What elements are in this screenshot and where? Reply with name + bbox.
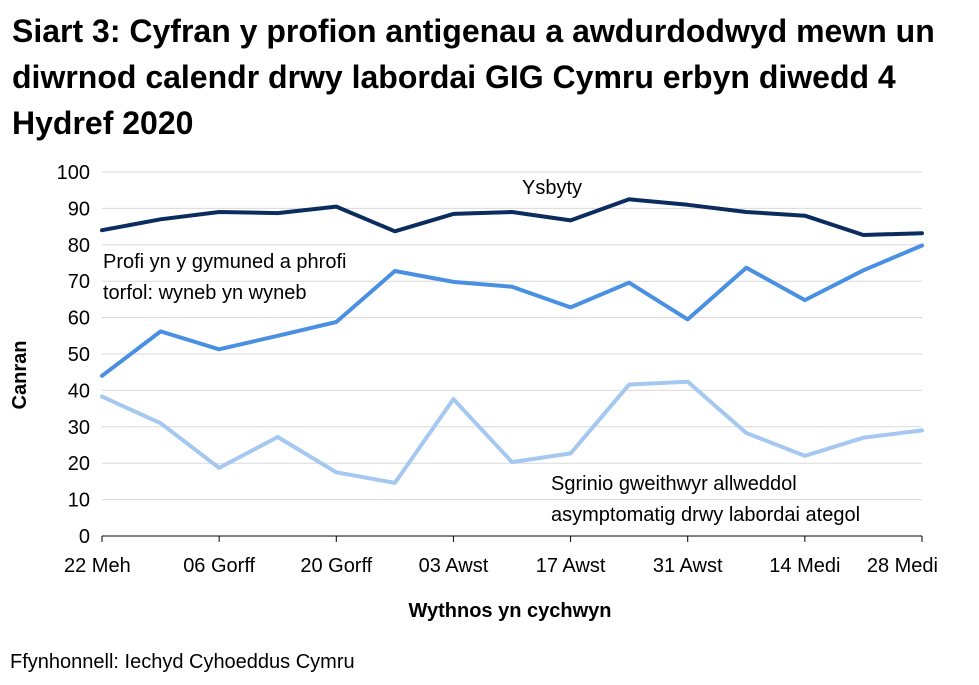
x-axis-title: Wythnos yn cychwyn <box>408 600 611 622</box>
x-tick-label: 31 Awst <box>653 555 723 577</box>
y-tick-label: 70 <box>68 271 90 293</box>
x-tick-label: 06 Gorff <box>183 555 255 577</box>
annotation-ysbyty: Ysbyty <box>522 177 582 199</box>
series-line-2 <box>100 379 924 485</box>
y-tick-label: 100 <box>57 162 90 184</box>
y-tick-label: 30 <box>68 417 90 439</box>
x-tick-label: 03 Awst <box>419 555 489 577</box>
annotation-profi-line2: torfol: wyneb yn wyneb <box>103 282 306 304</box>
y-tick-label: 10 <box>68 490 90 512</box>
y-tick-label: 20 <box>68 453 90 475</box>
x-tick-label: 22 Meh <box>64 555 131 577</box>
y-tick-label: 80 <box>68 235 90 257</box>
y-tick-label: 50 <box>68 344 90 366</box>
x-tick-label: 14 Medi <box>769 555 840 577</box>
y-tick-label: 40 <box>68 380 90 402</box>
y-tick-label: 60 <box>68 308 90 330</box>
x-tick-label: 28 Medi <box>867 555 938 577</box>
series-line-1 <box>100 243 924 378</box>
x-tick-label: 20 Gorff <box>300 555 372 577</box>
y-tick-label: 0 <box>79 526 90 548</box>
annotation-profi-line1: Profi yn y gymuned a phrofi <box>103 251 346 273</box>
series-line-0 <box>100 197 924 237</box>
source-note: Ffynhonnell: Iechyd Cyhoeddus Cymru <box>10 651 355 673</box>
series-lines <box>100 197 924 485</box>
annotation-sgrinio-line1: Sgrinio gweithwyr allweddol <box>551 473 797 495</box>
y-axis-title: Canran <box>9 341 31 410</box>
y-tick-label: 90 <box>68 198 90 220</box>
gridlines <box>102 171 922 501</box>
x-tick-label: 17 Awst <box>536 555 606 577</box>
x-axis-ticks: 22 Meh 06 Gorff 20 Gorff 03 Awst 17 Awst 31 A… <box>64 536 938 577</box>
annotation-sgrinio-line2: asymptomatig drwy labordai ategol <box>551 504 860 526</box>
y-axis-ticks: 0 10 20 30 40 50 60 70 80 90 100 <box>57 162 90 548</box>
chart-title: Siart 3: Cyfran y profion antigenau a aw… <box>12 13 935 141</box>
